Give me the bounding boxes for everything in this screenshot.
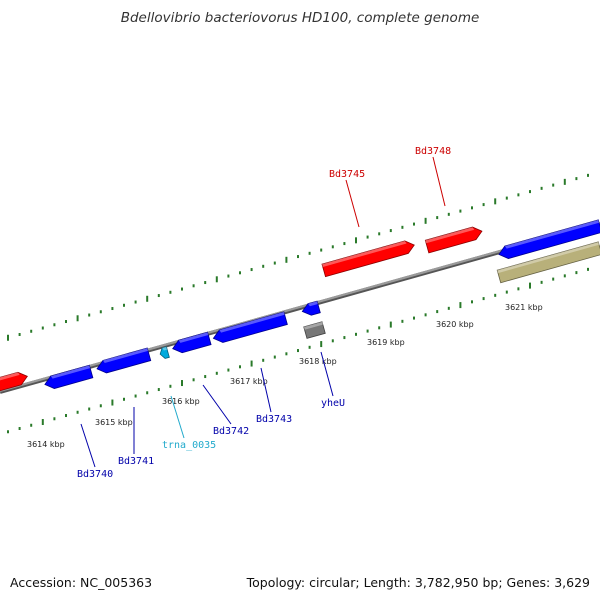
gene-arrow-bd3748-body [424, 226, 483, 254]
gene-arrow-bd3742-highlight [178, 332, 209, 343]
gene-arrow-bd3743-highlight [219, 311, 285, 333]
gene-arrow-forward [0, 371, 28, 393]
gene-arrow-reverse-highlight [504, 219, 600, 249]
accession-text: Accession: NC_005363 [10, 575, 153, 590]
leader-line [345, 179, 360, 228]
gene-label-bd3742: Bd3742 [213, 426, 249, 437]
gene-arrow-bd3745-body [321, 240, 415, 278]
leader-line [260, 367, 272, 413]
genome-summary-text: Topology: circular; Length: 3,782,950 bp… [246, 575, 590, 590]
gene-label-yheu: yheU [321, 398, 345, 409]
scale-label: 3618 kbp [299, 357, 337, 366]
gene-arrow-reverse-body [498, 219, 600, 259]
trna-arrow-body [159, 346, 170, 359]
scale-label: 3617 kbp [230, 377, 268, 386]
gene-arrow-bd3748-highlight [425, 227, 475, 244]
pseudo-feature-body [303, 321, 326, 339]
gene-arrow-yheu-body [301, 300, 321, 316]
gene-arrow-bd3740-highlight [50, 365, 91, 379]
backbone-line [0, 221, 600, 393]
gene-arrow-bd3741-body [96, 347, 152, 374]
gene-arrow-bd3742 [172, 331, 212, 354]
gene-arrow-bd3741-highlight [102, 348, 149, 364]
gene-arrow-bd3745-highlight [321, 240, 407, 267]
gene-arrow-bd3742-body [172, 331, 212, 354]
gene-arrow-forward-highlight [0, 372, 20, 383]
gene-arrow-bd3740-body [44, 364, 94, 389]
gene-label-bd3748: Bd3748 [415, 146, 451, 157]
scale-label: 3619 kbp [367, 338, 405, 347]
gene-features [0, 219, 600, 393]
misc-feature-highlight [497, 241, 600, 274]
tick-marks [7, 173, 589, 434]
gene-label-bd3741: Bd3741 [118, 456, 154, 467]
scale-label: 3620 kbp [436, 320, 474, 329]
trna-arrow-highlight [162, 346, 168, 351]
gene-arrow-bd3748 [424, 226, 483, 254]
pseudo-feature [303, 321, 326, 339]
gene-label-bd3743: Bd3743 [256, 414, 292, 425]
map-title: Bdellovibrio bacteriovorus HD100, comple… [120, 10, 480, 26]
trna-arrow [159, 346, 170, 359]
gene-label-bd3740: Bd3740 [77, 469, 113, 480]
misc-feature-body [496, 241, 600, 284]
gene-labels: Bd3745 Bd3748 Bd3740 Bd3741 trna_0035 Bd3742 B… [77, 146, 451, 480]
leader-line [202, 384, 232, 425]
scale-label: 3616 kbp [162, 397, 200, 406]
scale-label: 3615 kbp [95, 418, 133, 427]
gene-arrow-yheu-highlight [308, 301, 318, 307]
leader-line [320, 351, 334, 397]
gene-label-trna-0035: trna_0035 [162, 440, 216, 451]
pseudo-feature-highlight [303, 321, 324, 330]
gene-arrow-forward-body [0, 371, 28, 393]
leader-line [432, 156, 446, 207]
gene-arrow-bd3741 [96, 347, 152, 374]
gene-arrow-bd3745 [321, 240, 415, 278]
gene-arrow-bd3743-body [212, 311, 288, 343]
gene-label-bd3745: Bd3745 [329, 169, 365, 180]
gene-arrow-reverse [498, 219, 600, 259]
scale-label: 3621 kbp [505, 303, 543, 312]
scale-labels: 3614 kbp 3615 kbp 3616 kbp 3617 kbp 3618 kbp… [27, 303, 543, 449]
gene-arrow-yheu [301, 300, 321, 316]
misc-feature [496, 241, 600, 284]
leader-line [80, 423, 96, 468]
leader-line [170, 395, 185, 439]
gene-arrow-bd3740 [44, 364, 94, 389]
scale-label: 3614 kbp [27, 440, 65, 449]
gene-arrow-bd3743 [212, 311, 288, 343]
